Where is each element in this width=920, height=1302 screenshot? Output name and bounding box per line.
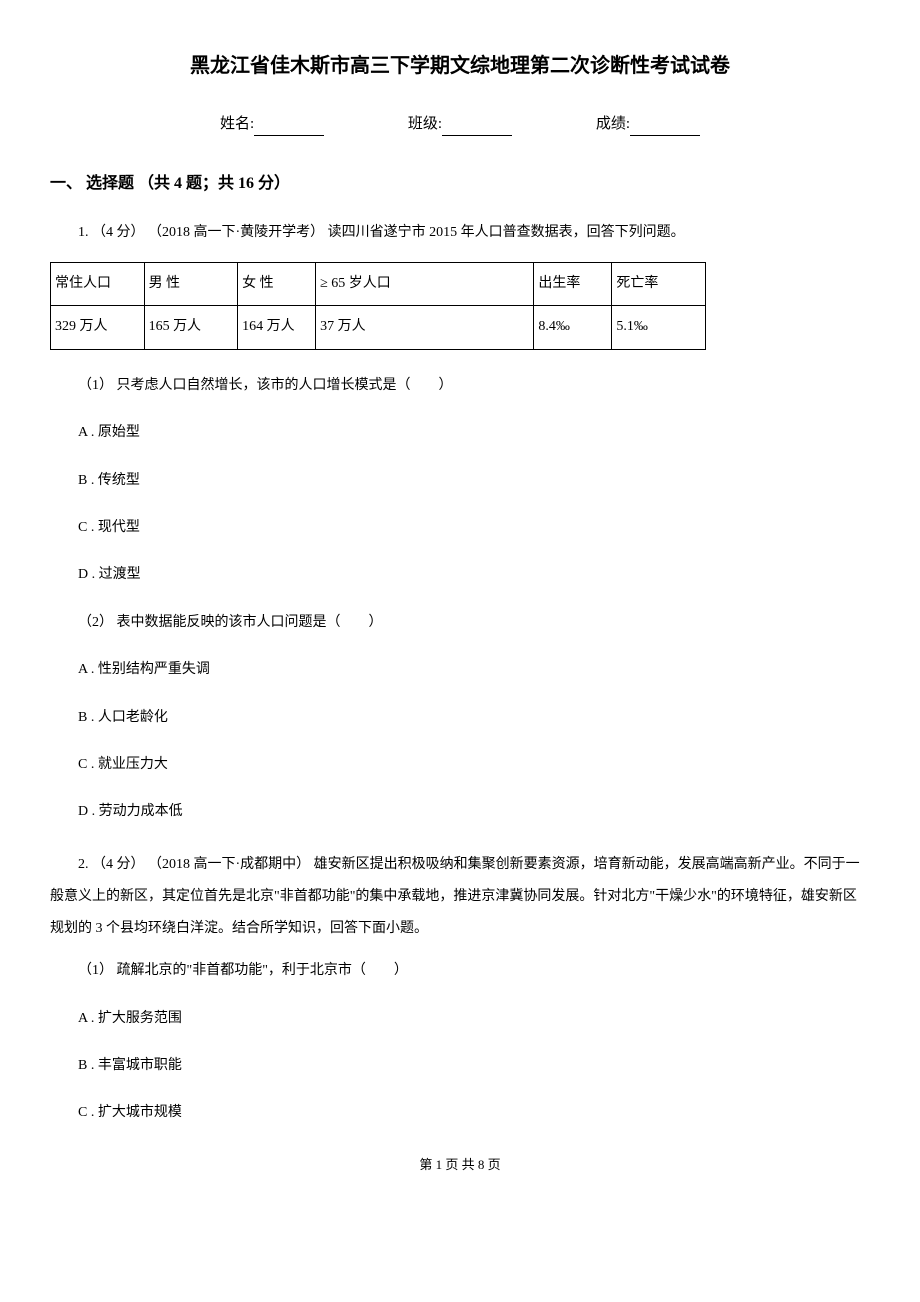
score-label: 成绩: — [596, 116, 630, 132]
name-label: 姓名: — [220, 116, 254, 132]
name-field: 姓名: — [220, 112, 324, 136]
name-blank[interactable] — [254, 120, 324, 136]
q1-sub2-opt-d: D . 劳动力成本低 — [50, 801, 870, 823]
td-death: 5.1‰ — [612, 306, 706, 349]
td-male: 165 万人 — [144, 306, 238, 349]
score-field: 成绩: — [596, 112, 700, 136]
table-header-row: 常住人口 男 性 女 性 ≥ 65 岁人口 出生率 死亡率 — [51, 262, 706, 305]
class-field: 班级: — [408, 112, 512, 136]
td-resident: 329 万人 — [51, 306, 145, 349]
th-age65: ≥ 65 岁人口 — [316, 262, 534, 305]
q1-intro: 1. （4 分） （2018 高一下·黄陵开学考） 读四川省遂宁市 2015 年… — [50, 222, 870, 244]
td-age65: 37 万人 — [316, 306, 534, 349]
class-blank[interactable] — [442, 120, 512, 136]
q1-sub1-opt-c: C . 现代型 — [50, 517, 870, 539]
census-table: 常住人口 男 性 女 性 ≥ 65 岁人口 出生率 死亡率 329 万人 165… — [50, 262, 706, 350]
q1-sub1-opt-d: D . 过渡型 — [50, 564, 870, 586]
th-birth: 出生率 — [534, 262, 612, 305]
meta-row: 姓名: 班级: 成绩: — [50, 112, 870, 136]
th-resident: 常住人口 — [51, 262, 145, 305]
td-birth: 8.4‰ — [534, 306, 612, 349]
th-death: 死亡率 — [612, 262, 706, 305]
q1-sub2-text: （2） 表中数据能反映的该市人口问题是（ ） — [50, 612, 870, 634]
class-label: 班级: — [408, 116, 442, 132]
q2-sub1-opt-a: A . 扩大服务范围 — [50, 1008, 870, 1030]
q1-sub1-text: （1） 只考虑人口自然增长，该市的人口增长模式是（ ） — [50, 375, 870, 397]
q1-sub2-opt-b: B . 人口老龄化 — [50, 707, 870, 729]
th-male: 男 性 — [144, 262, 238, 305]
th-female: 女 性 — [238, 262, 316, 305]
page-footer: 第 1 页 共 8 页 — [50, 1155, 870, 1176]
q1-sub2-opt-a: A . 性别结构严重失调 — [50, 659, 870, 681]
q1-sub1-opt-b: B . 传统型 — [50, 470, 870, 492]
td-female: 164 万人 — [238, 306, 316, 349]
score-blank[interactable] — [630, 120, 700, 136]
q2-sub1-opt-c: C . 扩大城市规模 — [50, 1102, 870, 1124]
table-data-row: 329 万人 165 万人 164 万人 37 万人 8.4‰ 5.1‰ — [51, 306, 706, 349]
q2-sub1-opt-b: B . 丰富城市职能 — [50, 1055, 870, 1077]
q2-intro: 2. （4 分） （2018 高一下·成都期中） 雄安新区提出积极吸纳和集聚创新… — [50, 849, 870, 946]
q2-sub1-text: （1） 疏解北京的"非首都功能"，利于北京市（ ） — [50, 960, 870, 982]
exam-title: 黑龙江省佳木斯市高三下学期文综地理第二次诊断性考试试卷 — [50, 50, 870, 82]
q1-sub2-opt-c: C . 就业压力大 — [50, 754, 870, 776]
section-heading: 一、 选择题 （共 4 题；共 16 分） — [50, 171, 870, 197]
q1-sub1-opt-a: A . 原始型 — [50, 422, 870, 444]
